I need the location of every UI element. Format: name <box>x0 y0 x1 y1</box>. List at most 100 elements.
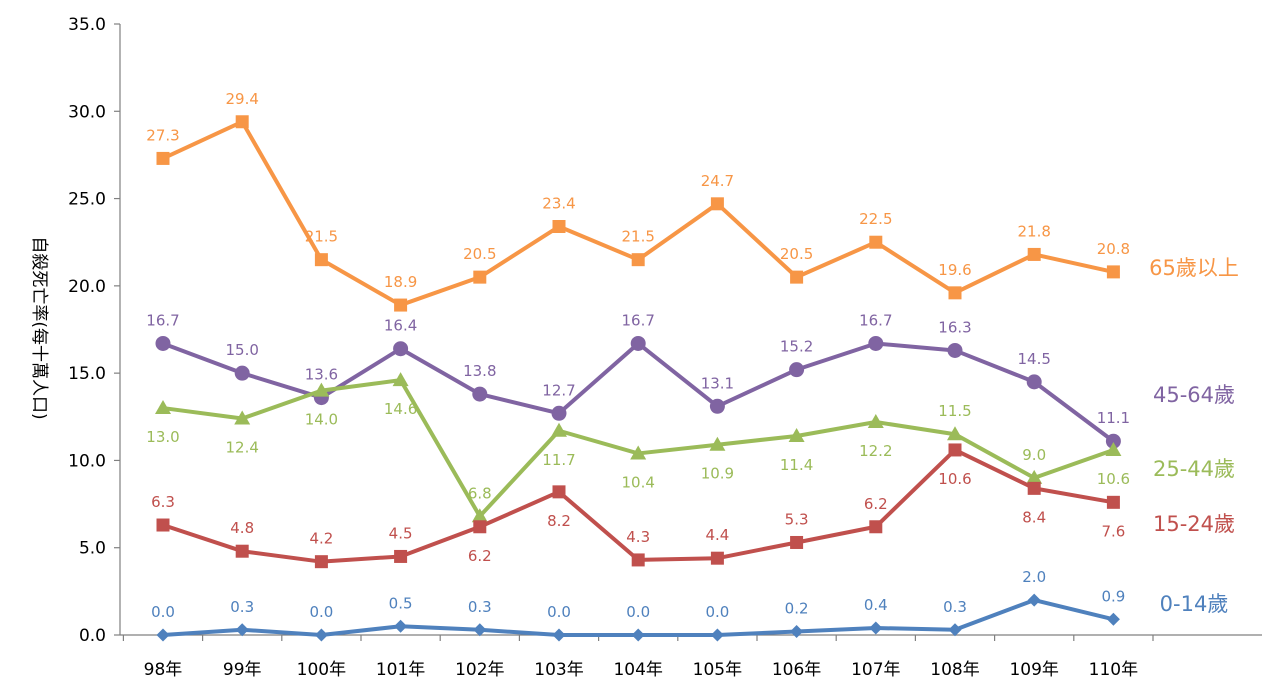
x-tick-label: 104年 <box>613 660 662 680</box>
y-tick-label: 10.0 <box>68 451 106 471</box>
data-point <box>552 628 566 642</box>
data-label: 0.0 <box>309 603 333 621</box>
data-label: 16.7 <box>859 311 892 329</box>
data-label: 13.1 <box>701 374 734 392</box>
data-label: 9.0 <box>1022 446 1046 464</box>
data-label: 0.3 <box>230 598 254 616</box>
x-tick-label: 105年 <box>693 660 742 680</box>
data-point <box>789 362 805 378</box>
data-point <box>235 115 249 129</box>
data-point <box>234 365 250 381</box>
data-point <box>314 253 328 267</box>
data-point <box>155 400 171 415</box>
data-point <box>155 335 171 351</box>
data-point <box>156 518 170 532</box>
data-point <box>869 235 883 249</box>
data-point <box>235 623 249 637</box>
data-label: 27.3 <box>146 126 179 144</box>
data-label: 10.9 <box>701 465 734 483</box>
data-point <box>156 151 170 165</box>
y-tick-label: 0.0 <box>79 626 106 646</box>
data-point <box>314 555 328 569</box>
data-point <box>313 382 330 397</box>
data-label: 10.4 <box>621 473 654 491</box>
data-label: 11.7 <box>542 451 575 469</box>
data-label: 22.5 <box>859 210 892 228</box>
data-label: 14.5 <box>1017 350 1050 368</box>
data-point <box>868 335 884 351</box>
data-point <box>1026 469 1043 484</box>
data-label: 16.7 <box>146 311 179 329</box>
data-label: 0.3 <box>943 598 967 616</box>
x-tick-label: 110年 <box>1089 660 1138 680</box>
data-point <box>948 443 962 457</box>
series-65歲以上 <box>156 115 1120 312</box>
data-label: 11.5 <box>938 402 971 420</box>
data-label: 12.4 <box>225 439 258 457</box>
y-tick-label: 25.0 <box>68 190 106 210</box>
x-tick-label: 103年 <box>534 660 583 680</box>
data-label: 7.6 <box>1101 522 1125 540</box>
data-label: 14.0 <box>305 411 338 429</box>
data-label: 4.3 <box>626 528 650 546</box>
series-layer <box>155 115 1122 642</box>
data-point <box>630 445 647 460</box>
x-tick-label: 108年 <box>930 660 979 680</box>
data-label: 11.1 <box>1097 409 1130 427</box>
data-point <box>631 253 645 267</box>
data-point <box>551 405 567 421</box>
data-label: 0.0 <box>547 603 571 621</box>
data-label: 4.5 <box>389 524 413 542</box>
data-label: 0.5 <box>389 594 413 612</box>
data-point <box>790 270 804 284</box>
data-point <box>473 520 487 534</box>
x-tick-label: 98年 <box>144 660 183 680</box>
x-tick-label: 106年 <box>772 660 821 680</box>
data-label: 19.6 <box>938 261 971 279</box>
data-label: 16.7 <box>621 311 654 329</box>
series-0-14歲 <box>156 593 1120 642</box>
data-point <box>1105 441 1122 456</box>
y-axis-label: 自殺死亡率(每十萬人口) <box>29 236 49 419</box>
data-point <box>314 628 328 642</box>
y-tick-label: 15.0 <box>68 364 106 384</box>
data-label: 0.4 <box>864 596 888 614</box>
data-point <box>471 508 488 523</box>
data-point <box>869 621 883 635</box>
series-name-label: 25-44歲 <box>1153 457 1235 481</box>
data-label: 8.4 <box>1022 508 1046 526</box>
data-label: 18.9 <box>384 273 417 291</box>
data-point <box>630 335 646 351</box>
y-tick-label: 30.0 <box>68 102 106 122</box>
y-tick-label: 5.0 <box>79 539 106 559</box>
data-point <box>234 410 251 425</box>
data-label: 11.4 <box>780 456 813 474</box>
data-point <box>1106 612 1120 626</box>
data-label: 0.0 <box>151 603 175 621</box>
data-label: 21.8 <box>1017 222 1050 240</box>
data-label: 15.2 <box>780 338 813 356</box>
data-point <box>788 427 805 442</box>
data-label: 5.3 <box>785 510 809 528</box>
axes: 0.0 5.0 10.0 15.0 20.0 25.0 30.0 35.0 98年 99年 100年… <box>68 15 1262 680</box>
data-point <box>790 625 804 639</box>
data-point <box>948 286 962 300</box>
data-label: 2.0 <box>1022 568 1046 586</box>
data-point <box>790 535 804 549</box>
series-name-label: 65歲以上 <box>1149 256 1239 280</box>
data-label: 23.4 <box>542 195 575 213</box>
data-point <box>710 551 724 565</box>
data-point <box>394 298 408 312</box>
x-tick-label: 101年 <box>376 660 425 680</box>
data-label: 4.8 <box>230 519 254 537</box>
x-tick-label: 100年 <box>297 660 346 680</box>
data-point <box>393 341 409 357</box>
data-labels-layer: 27.3 29.4 21.5 18.9 20.5 23.4 21.5 24.7 20.5 22.5… <box>146 90 1239 621</box>
data-point <box>156 628 170 642</box>
y-tick-label: 20.0 <box>68 277 106 297</box>
data-point <box>709 398 725 414</box>
data-point <box>631 628 645 642</box>
data-label: 6.2 <box>468 547 492 565</box>
y-tick-label: 35.0 <box>68 15 106 35</box>
